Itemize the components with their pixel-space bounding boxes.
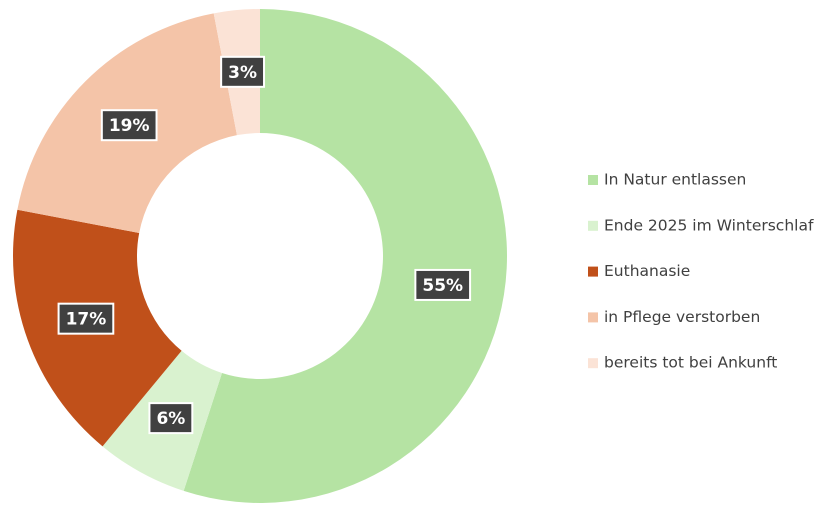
data-label-box (100, 109, 158, 142)
legend-swatch (588, 266, 598, 277)
data-label-box (414, 268, 472, 301)
legend-label: In Natur entlassen (604, 171, 746, 189)
data-label-text: 55% (422, 276, 463, 296)
legend-label: in Pflege verstorben (604, 308, 760, 326)
data-label-box (57, 302, 115, 335)
legend-label: Ende 2025 im Winterschlaf (604, 216, 814, 234)
legend-swatch (588, 175, 598, 185)
legend-swatch (588, 358, 598, 369)
data-label: 19% (100, 109, 158, 142)
legend-label: bereits tot bei Ankunft (604, 354, 777, 372)
data-label-text: 17% (66, 310, 107, 330)
data-label: 6% (148, 402, 194, 435)
data-label-box (148, 402, 194, 435)
data-label: 17% (57, 302, 115, 335)
slice (183, 9, 508, 504)
data-label: 55% (414, 268, 472, 301)
data-label-text: 19% (109, 116, 150, 136)
legend-swatch (588, 220, 598, 231)
data-label-text: 3% (228, 63, 257, 83)
data-label: 3% (220, 55, 266, 88)
legend-swatch (588, 312, 598, 323)
legend-label: Euthanasie (604, 262, 690, 280)
data-label-box (220, 55, 266, 88)
data-label-text: 6% (156, 409, 185, 429)
